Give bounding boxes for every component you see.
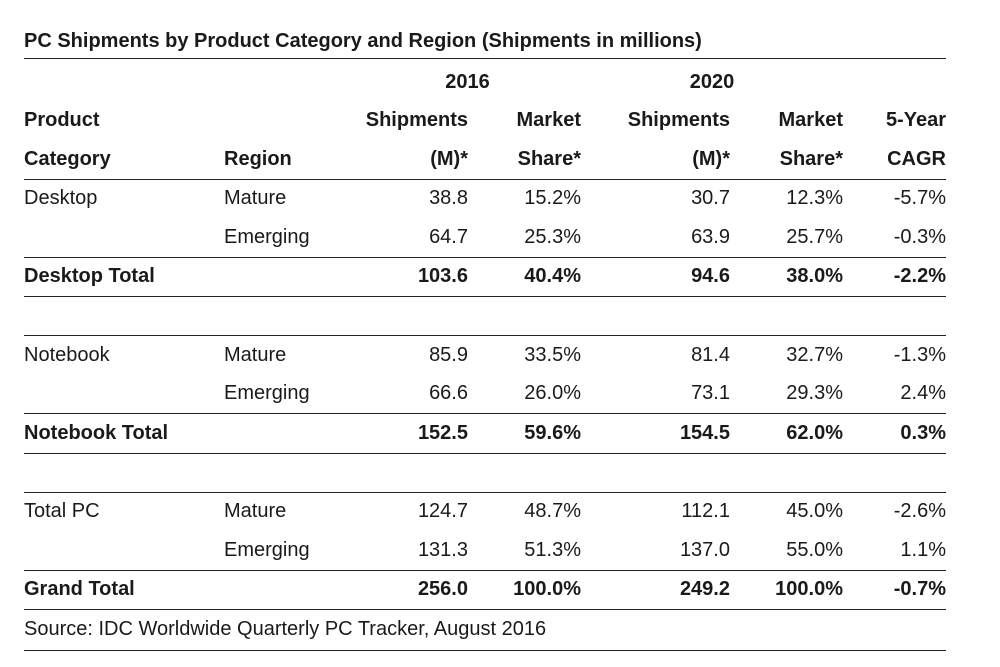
bottom-rule	[24, 650, 946, 651]
header-shipments-2016: Shipments	[365, 109, 468, 132]
header-product: Product	[24, 109, 100, 132]
header-category: Category	[24, 147, 111, 170]
table-row: Emerging 131.3 51.3% 137.0 55.0% 1.1%	[224, 538, 946, 561]
table-title: PC Shipments by Product Category and Reg…	[24, 28, 946, 59]
header-shipments-unit-2020: (M)*	[692, 147, 730, 170]
table-row: Emerging 64.7 25.3% 63.9 25.7% -0.3%	[224, 225, 946, 248]
year-2016-header: 2016	[445, 70, 490, 93]
header-shipments-2020: Shipments	[627, 109, 730, 132]
section-spacer	[24, 296, 946, 335]
header-market-2020: Market	[778, 109, 843, 132]
source-note: Source: IDC Worldwide Quarterly PC Track…	[24, 609, 946, 648]
table-row: Emerging 66.6 26.0% 73.1 29.3% 2.4%	[224, 382, 946, 405]
table-row: Total PC Mature 124.7 48.7% 112.1 45.0% …	[24, 491, 946, 532]
table-row-total: Notebook Total 152.5 59.6% 154.5 62.0% 0…	[24, 413, 946, 453]
table-row-grand-total: Grand Total 256.0 100.0% 249.2 100.0% -0…	[24, 569, 946, 610]
year-2020-header: 2020	[689, 70, 735, 93]
section-spacer	[24, 452, 946, 492]
header-market-2016: Market	[516, 109, 581, 132]
header-shipments-unit-2016: (M)*	[430, 147, 468, 170]
table-row: Notebook Mature 85.9 33.5% 81.4 32.7% -1…	[24, 335, 946, 375]
header-row-2: Category Region (M)* Share* (M)* Share* …	[24, 140, 946, 179]
table-row-total: Desktop Total 103.6 40.4% 94.6 38.0% -2.…	[24, 256, 946, 297]
header-region: Region	[224, 147, 292, 170]
header-row-1: Product Shipments Market Shipments Marke…	[24, 102, 946, 141]
table-row: Desktop Mature 38.8 15.2% 30.7 12.3% -5.…	[24, 178, 946, 219]
pc-shipments-table: PC Shipments by Product Category and Reg…	[24, 28, 946, 651]
header-row-years: 2016 2020	[24, 63, 946, 102]
header-cagr-2: CAGR	[887, 147, 946, 170]
header-share-2016: Share*	[517, 147, 581, 170]
header-cagr: 5-Year	[885, 109, 946, 132]
header-share-2020: Share*	[779, 147, 843, 170]
